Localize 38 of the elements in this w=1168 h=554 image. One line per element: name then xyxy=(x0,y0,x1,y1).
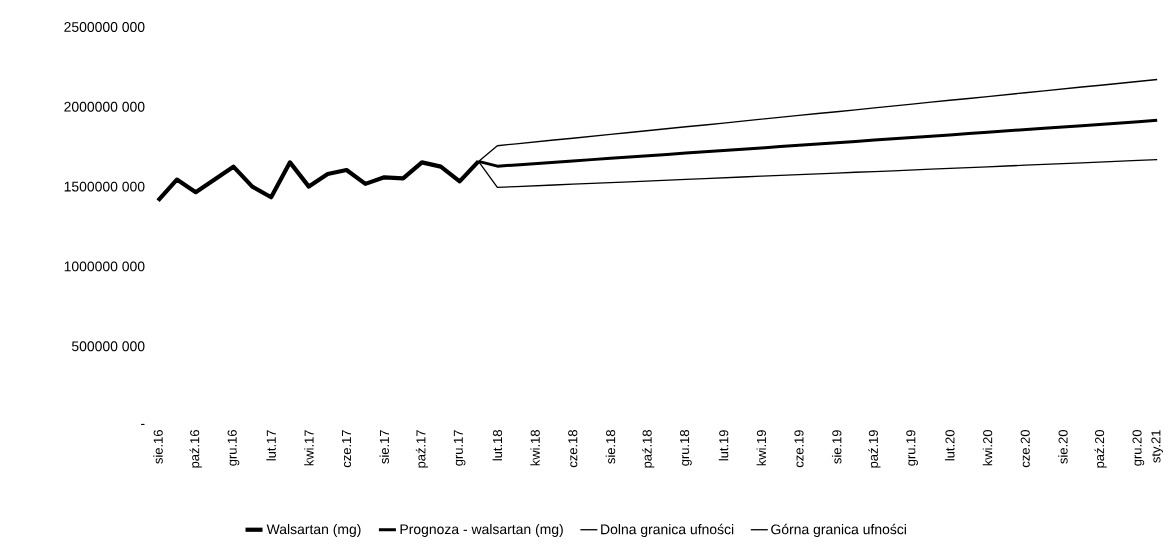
x-tick-label: cze.18 xyxy=(568,430,578,468)
legend-label: Górna granica ufności xyxy=(771,523,906,538)
x-tick-label: gru.18 xyxy=(680,430,692,466)
x-tick-label: sie.19 xyxy=(831,430,842,464)
x-tick-label: lut.19 xyxy=(718,430,729,461)
x-tick-label: gru.20 xyxy=(1132,430,1145,466)
x-tick-label: sty.21 xyxy=(1151,430,1164,463)
x-tick-label: sie.17 xyxy=(379,430,390,464)
y-tick-label: 1000000 000 xyxy=(64,261,145,272)
x-tick-label: gru.16 xyxy=(227,430,240,466)
y-tick-label: 2500000 000 xyxy=(64,22,145,32)
x-tick-label: paź.17 xyxy=(415,430,429,468)
x-tick-label: paź.19 xyxy=(868,430,881,468)
y-tick-label: 500000 000 xyxy=(71,341,145,352)
x-tick-label: lut.18 xyxy=(492,430,503,461)
y-tick-label: - xyxy=(141,423,145,425)
x-tick-label: paź.20 xyxy=(1094,430,1107,468)
x-tick-label: kwi.19 xyxy=(756,430,767,466)
x-tick-label: cze.19 xyxy=(794,430,804,468)
x-tick-label: cze.20 xyxy=(1020,430,1030,468)
legend-label: Dolna granica ufności xyxy=(601,523,734,538)
x-tick-label: lut.20 xyxy=(945,430,955,461)
x-tick-label: sie.18 xyxy=(605,430,616,464)
x-tick-label: lut.17 xyxy=(266,430,276,461)
y-tick-label: 1500000 000 xyxy=(64,181,145,192)
x-tick-label: kwi.17 xyxy=(304,430,314,466)
legend-label: Prognoza - walsartan (mg) xyxy=(400,523,563,537)
x-tick-label: paź.18 xyxy=(642,430,655,468)
x-tick-label: sie.20 xyxy=(1058,430,1068,464)
legend-label: Walsartan (mg) xyxy=(266,523,361,537)
x-tick-label: cze.17 xyxy=(342,430,352,468)
x-tick-label: gru.19 xyxy=(906,430,918,466)
x-tick-label: kwi.18 xyxy=(530,430,540,466)
y-tick-label: 2000000 000 xyxy=(64,101,145,112)
x-tick-label: sie.16 xyxy=(153,430,163,464)
x-tick-label: paź.16 xyxy=(189,430,202,468)
x-tick-label: kwi.20 xyxy=(982,430,993,466)
x-tick-label: gru.17 xyxy=(453,430,466,466)
